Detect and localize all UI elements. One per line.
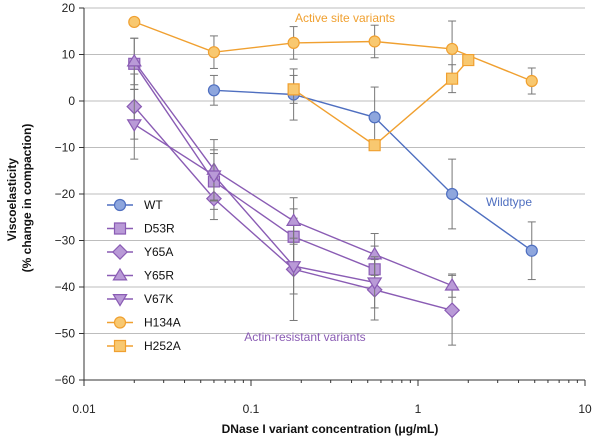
data-point-v67k xyxy=(126,119,142,133)
legend-marker xyxy=(112,294,128,307)
series-h134a xyxy=(128,15,538,95)
x-tick-label: 1 xyxy=(415,402,422,416)
legend-item-h252a: H252A xyxy=(107,339,181,353)
legend-marker xyxy=(113,316,127,329)
series-line-h252a xyxy=(293,59,469,147)
legend-item-y65a: Y65A xyxy=(107,244,173,260)
data-point-v67k xyxy=(206,170,222,184)
y-tick-label: 0 xyxy=(68,94,75,108)
axes xyxy=(79,7,586,386)
y-tick-label: −30 xyxy=(55,234,76,248)
data-point-y65r xyxy=(285,213,302,226)
legend-label: Y65R xyxy=(144,269,174,283)
legend-marker xyxy=(113,198,127,212)
legend-label: H252A xyxy=(144,339,181,353)
y-tick-label: −10 xyxy=(55,141,76,155)
legend-label: D53R xyxy=(144,222,175,236)
y-tick-label: −20 xyxy=(55,187,76,201)
data-point-wt xyxy=(525,244,538,257)
x-tick-label: 0.01 xyxy=(72,402,96,416)
data-point-wt xyxy=(207,84,221,97)
data-point-h252a xyxy=(462,53,475,67)
x-axis-label: DNase I variant concentration (μg/mL) xyxy=(222,422,439,436)
series-line-h134a xyxy=(134,21,533,82)
y-tick-label: −60 xyxy=(55,373,76,387)
legend-marker xyxy=(112,267,128,281)
y-tick-label: 20 xyxy=(62,1,76,15)
annotations: Active site variants Wildtype Actin-resist… xyxy=(244,11,532,344)
data-point-v67k xyxy=(285,261,302,274)
annotation-label: Actin-resistant variants xyxy=(244,330,365,344)
legend-label: WT xyxy=(144,198,163,212)
legend-item-wt: WT xyxy=(107,198,163,212)
data-point-h134a xyxy=(287,36,300,49)
data-point-v67k xyxy=(366,277,383,291)
y-axis-label: Viscoelasticity (% change in compaction) xyxy=(5,124,34,273)
y-tick-labels: 20 10 0 −10 −20 −30 −40 −50 −60 xyxy=(55,1,76,387)
data-point-h252a xyxy=(368,139,381,152)
x-tick-labels: 0.01 0.1 1 10 xyxy=(72,402,592,416)
data-point-h252a xyxy=(445,72,459,85)
legend-item-d53r: D53R xyxy=(107,222,175,236)
data-point-h134a xyxy=(445,42,459,56)
data-point-h134a xyxy=(368,35,381,48)
legend-item-v67k: V67K xyxy=(107,292,173,307)
data-point-h134a xyxy=(207,46,221,59)
legend-label: H134A xyxy=(144,316,181,330)
data-point-h252a xyxy=(287,83,300,96)
series-plot xyxy=(126,15,538,346)
y-tick-label: 10 xyxy=(62,48,76,62)
annotation-label: Wildtype xyxy=(486,195,532,209)
y-tick-label: −40 xyxy=(55,280,76,294)
series-line-v67k xyxy=(133,123,375,284)
x-tick-label: 0.1 xyxy=(243,402,260,416)
data-point-wt xyxy=(445,187,459,201)
legend-marker xyxy=(113,339,127,353)
data-point-y65r xyxy=(126,53,142,67)
data-point-y65a xyxy=(444,302,461,319)
data-point-y65r xyxy=(444,277,460,291)
legend-item-y65r: Y65R xyxy=(107,267,174,283)
y-axis-label-line-1: Viscoelasticity xyxy=(5,158,19,241)
legend-label: V67K xyxy=(144,292,173,306)
grid-lines xyxy=(84,7,585,334)
y-axis-label-line-2: (% change in compaction) xyxy=(20,124,34,273)
legend-item-h134a: H134A xyxy=(107,316,181,330)
data-point-wt xyxy=(368,111,381,124)
annotation-label: Active site variants xyxy=(295,11,395,25)
data-point-h134a xyxy=(525,74,538,88)
x-tick-label: 10 xyxy=(578,402,592,416)
legend-marker xyxy=(113,222,127,235)
legend: WT D53R Y65A Y65R V67K H134A H252A xyxy=(107,198,181,353)
y-tick-label: −50 xyxy=(55,327,76,341)
series-v67k xyxy=(126,88,383,309)
legend-label: Y65A xyxy=(144,245,173,259)
series-h252a xyxy=(287,53,475,152)
series-line-d53r xyxy=(133,63,375,270)
data-point-h134a xyxy=(128,15,141,29)
legend-marker xyxy=(112,244,128,260)
